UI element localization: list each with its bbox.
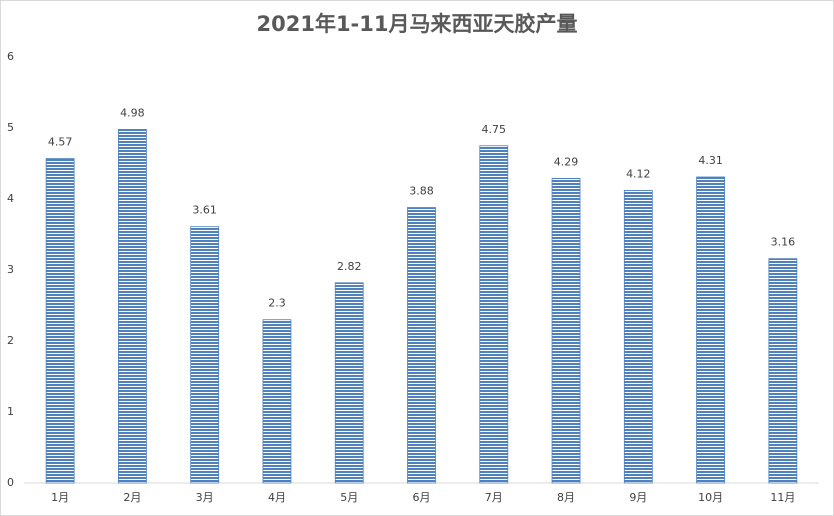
bar <box>768 258 798 484</box>
x-tick-label: 8月 <box>557 491 575 504</box>
x-tick-label: 9月 <box>629 491 647 504</box>
x-tick-label: 5月 <box>340 491 358 504</box>
data-label: 4.98 <box>120 106 145 119</box>
data-label: 4.29 <box>554 155 579 168</box>
data-label: 4.57 <box>48 136 73 149</box>
x-tick-label: 6月 <box>413 491 431 504</box>
data-label: 3.88 <box>409 185 434 198</box>
data-label: 2.3 <box>268 297 286 310</box>
x-tick-label: 7月 <box>485 491 503 504</box>
y-tick-label: 0 <box>7 476 14 489</box>
bar <box>45 158 75 484</box>
data-label: 3.16 <box>771 236 796 249</box>
y-tick-label: 2 <box>7 334 14 347</box>
bar <box>479 145 509 484</box>
y-tick-label: 5 <box>7 121 14 134</box>
x-tick-label: 2月 <box>123 491 141 504</box>
x-tick-label: 10月 <box>698 491 723 504</box>
bar <box>334 282 364 484</box>
data-label: 2.82 <box>337 260 362 273</box>
y-tick-label: 1 <box>7 405 14 418</box>
y-tick-label: 6 <box>7 50 14 63</box>
data-label: 3.61 <box>192 204 217 217</box>
y-tick-label: 3 <box>7 263 14 276</box>
chart-title: 2021年1-11月马来西亚天胶产量 <box>257 12 578 36</box>
x-tick-label: 11月 <box>770 491 795 504</box>
x-tick-label: 1月 <box>51 491 69 504</box>
bar <box>696 176 725 484</box>
x-tick-label: 4月 <box>268 491 286 504</box>
x-tick-label: 3月 <box>196 491 214 504</box>
bar <box>551 178 581 484</box>
bar <box>407 207 436 484</box>
y-tick-label: 4 <box>7 192 14 205</box>
data-label: 4.12 <box>626 167 651 180</box>
bar <box>118 129 147 484</box>
bar <box>262 319 292 484</box>
bar <box>623 190 653 484</box>
bar <box>190 226 220 484</box>
data-label: 4.31 <box>698 154 723 167</box>
data-label: 4.75 <box>482 123 507 136</box>
